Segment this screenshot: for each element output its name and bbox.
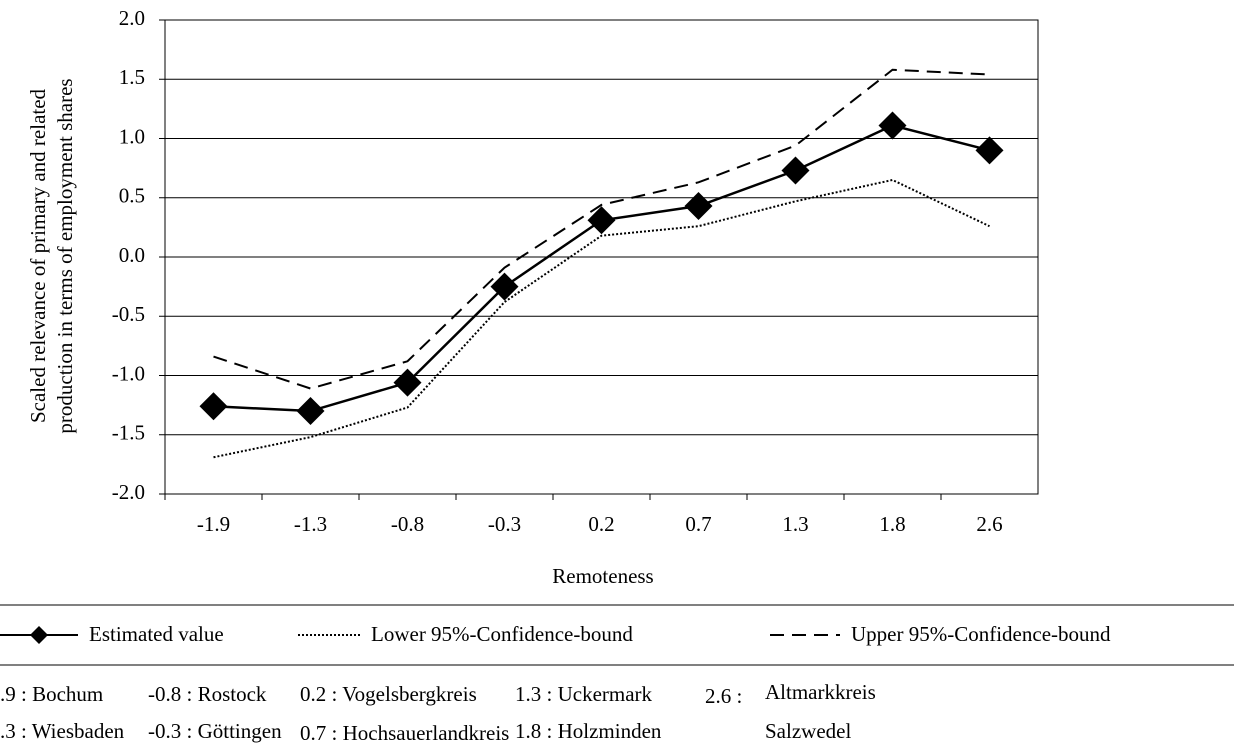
x-tick-label: -0.3: [488, 512, 521, 536]
x-tick-label: -0.8: [391, 512, 424, 536]
y-tick-label: -0.5: [112, 302, 145, 326]
footnote: Salzwedel: [765, 719, 851, 743]
marker: [490, 272, 519, 301]
x-tick-label: -1.3: [294, 512, 327, 536]
footnote: 1.3 : Uckermark: [515, 682, 653, 706]
series-line: [213, 178, 990, 459]
x-axis-label: Remoteness: [552, 564, 653, 588]
marker: [296, 397, 325, 426]
marker: [781, 156, 810, 185]
x-tick-label: 1.8: [879, 512, 905, 536]
marker: [393, 368, 422, 397]
footnote: -0.8 : Rostock: [148, 682, 267, 706]
plot-frame: [164, 19, 1039, 495]
legend-marker: [30, 626, 48, 644]
footnote: 0.2 : Vogelsbergkreis: [300, 682, 477, 706]
marker: [975, 136, 1004, 165]
x-tick-label: 1.3: [782, 512, 808, 536]
marker: [587, 206, 616, 235]
x-tick-label: 0.2: [588, 512, 614, 536]
y-tick-label: -2.0: [112, 480, 145, 504]
footnote: 0.7 : Hochsauerlandkreis: [300, 721, 509, 745]
footnote: 1.8 : Holzminden: [515, 719, 662, 743]
y-tick-label: 0.0: [119, 243, 145, 267]
y-tick-label: -1.0: [112, 361, 145, 385]
y-tick-label: 1.5: [119, 65, 145, 89]
legend-label: Lower 95%-Confidence-bound: [371, 622, 633, 646]
legend-label: Upper 95%-Confidence-bound: [851, 622, 1111, 646]
series-line: [213, 68, 990, 390]
y-tick-label: -1.5: [112, 421, 145, 445]
x-tick-label: 0.7: [685, 512, 711, 536]
y-tick-label: 0.5: [119, 184, 145, 208]
footnote: -0.3 : Göttingen: [148, 719, 282, 743]
legend-label: Estimated value: [89, 622, 224, 646]
marker: [878, 111, 907, 140]
footnote: .9 : Bochum: [0, 682, 103, 706]
x-tick-label: 2.6: [976, 512, 1002, 536]
y-tick-label: 2.0: [119, 6, 145, 30]
marker: [199, 392, 228, 421]
y-axis-label: Scaled relevance of primary and related: [26, 88, 50, 423]
y-axis-label: production in terms of employment shares: [53, 78, 77, 433]
x-tick-label: -1.9: [197, 512, 230, 536]
marker: [684, 192, 713, 221]
footnote: .3 : Wiesbaden: [0, 719, 125, 743]
footnote: Altmarkkreis: [765, 680, 876, 704]
y-tick-label: 1.0: [119, 124, 145, 148]
footnote: 2.6 :: [705, 684, 742, 708]
